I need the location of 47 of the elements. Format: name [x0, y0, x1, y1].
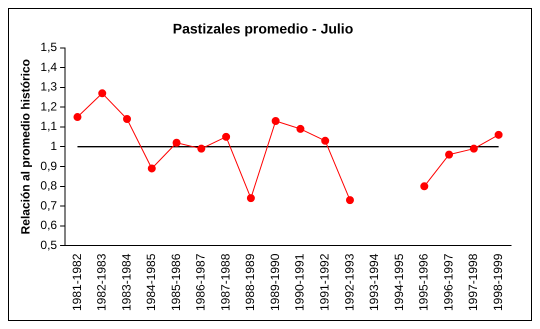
point — [172, 138, 181, 147]
y-tick-label: 0,7 — [40, 198, 58, 212]
y-tick-label: 1 — [50, 139, 58, 154]
point — [73, 113, 82, 122]
x-tick-label: 1996-1997 — [441, 253, 456, 312]
point — [272, 116, 280, 125]
x-tick-label: 1993-1994 — [367, 253, 382, 312]
x-tick-label: 1991-1992 — [318, 253, 332, 312]
point — [321, 136, 330, 145]
x-tick-label: 1997-1998 — [466, 253, 480, 312]
y-tick-label: 1,3 — [40, 80, 58, 94]
x-tick-label: 1982-1983 — [94, 253, 109, 312]
x-tick-label: 1989-1990 — [268, 253, 282, 312]
x-tick-label: 1992-1993 — [342, 253, 356, 312]
point — [246, 194, 255, 202]
point — [197, 144, 206, 153]
point — [420, 182, 428, 190]
point — [494, 130, 503, 139]
y-tick-label: 0,5 — [40, 238, 58, 252]
point — [222, 132, 230, 141]
x-tick-label: 1986-1987 — [194, 253, 208, 312]
x-tick-label: 1998-1999 — [490, 253, 505, 312]
x-tick-label: 1990-1991 — [292, 253, 307, 312]
x-tick-label: 1987-1988 — [218, 253, 232, 312]
point — [470, 144, 478, 153]
point — [148, 164, 156, 172]
x-tick-label: 1981-1982 — [70, 253, 84, 312]
x-tick-label: 1995-1996 — [416, 253, 431, 312]
x-tick-label: 1985-1986 — [168, 253, 183, 312]
x-tick-label: 1983-1984 — [119, 253, 134, 312]
chart-title: Pastizales promedio - Julio — [172, 20, 354, 36]
x-tick-label: 1988-1989 — [243, 253, 258, 312]
y-tick-label: 1,1 — [40, 119, 58, 134]
y-tick-label: 1,2 — [40, 99, 58, 114]
y-axis-title: Relación al promedio histórico — [18, 59, 33, 234]
y-tick-label: 1,5 — [40, 40, 58, 54]
point — [445, 150, 454, 159]
point — [346, 196, 354, 204]
x-tick-label: 1994-1995 — [392, 253, 406, 312]
point — [123, 115, 132, 124]
y-tick-label: 0,8 — [40, 178, 58, 193]
y-tick-label: 1,4 — [40, 60, 58, 74]
x-tick-label: 1984-1985 — [144, 253, 158, 312]
point — [296, 124, 304, 133]
y-tick-label: 0,6 — [40, 218, 58, 232]
y-tick-label: 0,9 — [40, 158, 58, 173]
point — [98, 89, 106, 98]
